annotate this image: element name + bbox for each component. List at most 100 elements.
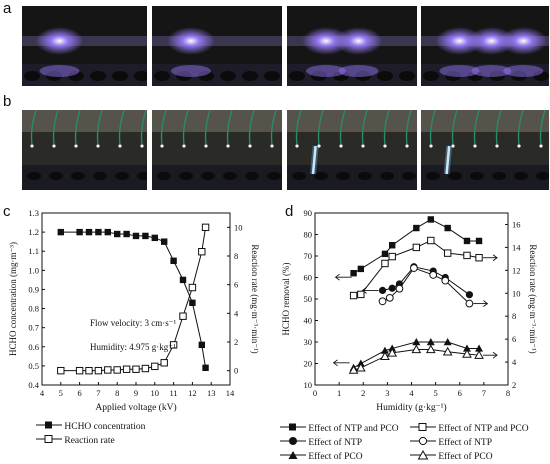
data-point: [388, 252, 396, 261]
legend-d-item-pco-right: Effect of PCO: [410, 449, 529, 464]
x-tick-label: 7: [96, 388, 100, 398]
discharge-photo-3: [287, 6, 417, 86]
data-point: [443, 249, 452, 257]
x-tick-label: 11: [170, 388, 178, 398]
x-tick-label: 13: [207, 388, 216, 398]
needle-photo-2: [152, 110, 282, 190]
left-axis-arrow-icon: [361, 287, 379, 294]
discharge-photo-2: [152, 6, 282, 86]
y-right-tick-label: 2: [512, 380, 516, 390]
data-point: [104, 228, 111, 236]
data-point: [412, 243, 421, 252]
y-right-axis-label: Reaction rate (mg·m⁻³·min⁻¹): [250, 244, 260, 353]
needle-photo-4: [421, 110, 549, 190]
legend-open-circle-icon: [410, 436, 436, 450]
x-tick-label: 2: [361, 388, 365, 398]
y-left-axis-label: HCHO concentration (mg·m⁻³): [8, 242, 18, 356]
chart-d: 0 1 2 3 4 5 6 7 8102030405060708090246810121416H…: [281, 208, 538, 413]
right-axis-arrow-icon: [483, 351, 498, 359]
series-0: [350, 216, 483, 277]
data-point: [378, 297, 387, 306]
y-left-tick-label: 1.1: [28, 246, 39, 256]
data-point: [442, 346, 453, 356]
x-tick-label: 4: [409, 388, 414, 398]
data-point: [132, 232, 140, 240]
data-point: [474, 350, 484, 359]
data-point: [348, 365, 359, 374]
y-left-axis-label: HCHO removal (%): [281, 263, 291, 336]
legend-d-label-ntp-right: Effect of NTP: [438, 438, 493, 449]
data-point: [122, 365, 131, 373]
left-axis-arrow-icon: [334, 273, 352, 281]
data-point: [160, 359, 168, 367]
data-point: [94, 366, 103, 375]
y-left-tick-label: 1.2: [28, 227, 39, 237]
legend-d-label-ntp-left: Effect of NTP: [308, 438, 363, 449]
y-left-tick-label: 20: [304, 359, 313, 369]
data-point: [151, 234, 158, 242]
y-left-tick-label: 80: [304, 230, 313, 240]
legend-d-item-ntp-left: Effect of NTP: [280, 436, 399, 450]
chart-c: 4 5 6 7 8 9 10 11 12 13 14 0.4 0.5 0.6 0.7 0.8 0.9 1.0 1.1…: [8, 208, 260, 413]
data-point: [387, 347, 398, 357]
data-point: [95, 228, 102, 236]
data-point: [413, 224, 420, 232]
data-point: [57, 228, 64, 236]
data-point: [57, 366, 65, 375]
legend-filled-triangle-icon: [280, 450, 306, 464]
data-point: [444, 224, 451, 232]
legend-c-label-hcho: HCHO concentration: [64, 422, 146, 433]
data-point: [381, 250, 389, 258]
data-point: [381, 259, 389, 268]
y-left-tick-label: 0.5: [28, 361, 39, 371]
x-tick-label: 12: [188, 388, 197, 398]
data-point: [475, 237, 483, 245]
data-point: [443, 338, 452, 346]
data-point: [132, 365, 140, 373]
x-tick-label: 5: [434, 388, 438, 398]
legend-d-label-pco-right: Effect of PCO: [438, 452, 493, 463]
right-axis-arrow-icon: [483, 254, 498, 262]
data-point: [395, 284, 404, 293]
data-point: [463, 237, 471, 245]
legend-filled-square-icon: [280, 422, 306, 436]
data-point: [170, 257, 177, 264]
data-point: [202, 364, 209, 371]
data-point: [462, 349, 472, 358]
data-point: [465, 299, 474, 308]
y-left-tick-label: 90: [304, 208, 313, 218]
data-point: [465, 291, 473, 299]
y-right-tick-label: 4: [512, 357, 517, 367]
y-right-tick-label: 14: [512, 242, 521, 252]
panel-label-a: a: [3, 0, 12, 17]
needle-photo-1: [22, 110, 147, 190]
data-point: [388, 284, 396, 292]
legend-d-item-ntp-pco-right: Effect of NTP and PCO: [410, 422, 529, 436]
legend-open-triangle-icon: [410, 449, 436, 464]
x-tick-label: 8: [506, 388, 510, 398]
data-point: [179, 276, 187, 284]
needle-photo-3: [287, 110, 417, 190]
series-line: [382, 266, 470, 296]
x-tick-label: 10: [151, 388, 160, 398]
data-point: [349, 291, 358, 300]
legend-filled-circle-icon: [280, 436, 306, 450]
y-right-tick-label: 4: [234, 308, 239, 318]
legend-d-label-pco-left: Effect of PCO: [308, 452, 363, 463]
data-point: [475, 254, 483, 262]
right-axis-arrow-icon: [473, 300, 489, 307]
x-tick-label: 9: [134, 388, 138, 398]
left-axis-arrow-icon: [332, 359, 350, 367]
data-point: [189, 299, 196, 307]
x-tick-label: 1: [337, 388, 341, 398]
legend-d-label-ntp-pco-left: Effect of NTP and PCO: [308, 424, 399, 435]
x-tick-label: 4: [40, 388, 45, 398]
legend-c: HCHO concentration Reaction rate: [36, 420, 145, 448]
data-point: [114, 230, 121, 238]
y-right-tick-label: 8: [234, 251, 238, 261]
data-point: [198, 248, 206, 256]
y-left-tick-label: 40: [304, 316, 313, 326]
legend-d-item-ntp-right: Effect of NTP: [410, 436, 529, 450]
y-left-tick-label: 60: [304, 273, 313, 283]
legend-d-right: Effect of NTP and PCO Effect of NTP Effe…: [410, 422, 529, 464]
